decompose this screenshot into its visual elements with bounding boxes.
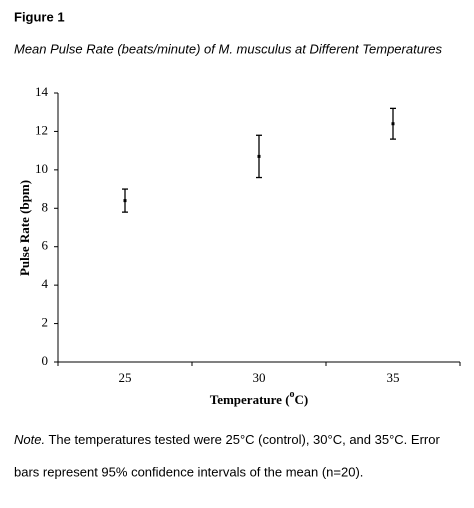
x-tick-label: 35 [387, 370, 400, 385]
point [391, 122, 395, 126]
y-tick-label: 2 [42, 315, 49, 330]
y-tick-label: 14 [35, 84, 49, 99]
x-label-part: Temperature ( [210, 392, 290, 407]
note: Note. The temperatures tested were 25°C … [14, 432, 440, 447]
note-label: Note. [14, 432, 45, 447]
y-tick-label: 4 [42, 276, 49, 291]
point [257, 154, 261, 158]
figure-label: Figure 1 [14, 9, 65, 24]
note-text-line: bars represent 95% confidence intervals … [14, 464, 363, 479]
y-tick-label: 10 [35, 161, 48, 176]
y-axis-label: Pulse Rate (bpm) [17, 180, 32, 276]
point [123, 199, 127, 203]
y-tick-label: 0 [42, 353, 49, 368]
x-tick-label: 25 [119, 370, 132, 385]
x-tick-label: 30 [253, 370, 266, 385]
note-text: The temperatures tested were 25°C (contr… [48, 432, 440, 447]
x-axis-label: Temperature (oC) [210, 389, 309, 407]
y-tick-label: 8 [42, 199, 49, 214]
y-tick-label: 12 [35, 122, 48, 137]
y-tick-label: 6 [42, 238, 49, 253]
x-label-part: C) [295, 392, 309, 407]
chart-title: Mean Pulse Rate (beats/minute) of M. mus… [14, 41, 442, 56]
x-label-superscript: o [290, 389, 295, 400]
